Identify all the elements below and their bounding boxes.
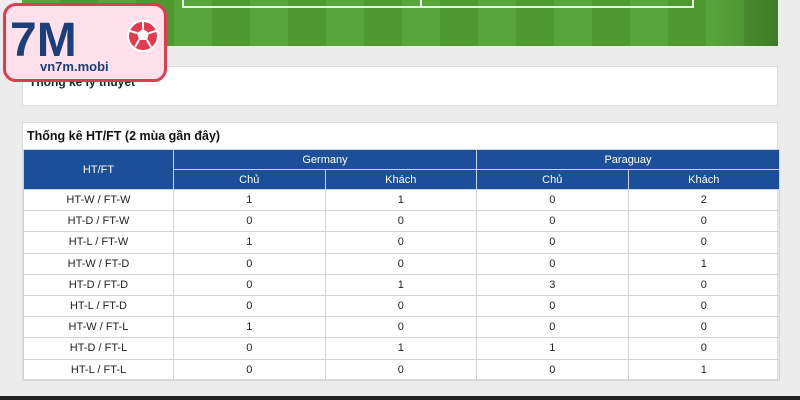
row-label: HT-L / FT-D — [23, 294, 174, 318]
table-cell: 0 — [173, 337, 326, 360]
table-cell: 0 — [173, 294, 326, 318]
header-htft: HT/FT — [23, 149, 174, 190]
table-cell: 0 — [173, 252, 326, 275]
bottom-bar — [0, 396, 800, 400]
table-cell: 0 — [476, 231, 629, 254]
site-logo[interactable]: 7M vn7m.mobi — [3, 3, 167, 82]
header-away: Khách — [627, 169, 780, 190]
header-home: Chủ — [173, 169, 326, 190]
header-home: Chủ — [476, 169, 629, 190]
table-cell: 0 — [627, 273, 780, 296]
pitch-line — [422, 0, 694, 8]
table-cell: 0 — [627, 316, 780, 339]
htft-stats-panel: Thống kê HT/FT (2 mùa gần đây) HT/FT Ger… — [22, 122, 780, 381]
table-cell: 0 — [173, 210, 326, 233]
table-cell: 1 — [627, 358, 780, 381]
pitch-shade — [708, 0, 778, 46]
table-row: HT-W / FT-D 0 0 0 1 — [23, 252, 780, 275]
row-label: HT-W / FT-D — [23, 252, 174, 275]
pitch-line — [182, 0, 422, 8]
table-cell: 1 — [324, 188, 477, 212]
logo-text-mark: 7M — [10, 14, 77, 67]
stats-title: Thống kê HT/FT (2 mùa gần đây) — [27, 129, 221, 143]
table-cell: 0 — [324, 210, 477, 233]
table-cell: 0 — [476, 294, 629, 318]
header-team1: Germany — [173, 149, 477, 170]
table-row: HT-L / FT-D 0 0 0 0 — [23, 294, 780, 318]
header-away: Khách — [324, 169, 477, 190]
row-label: HT-D / FT-W — [23, 210, 174, 233]
htft-table: HT/FT Germany Paraguay Chủ Khách Chủ Khá… — [23, 149, 780, 381]
table-row: HT-W / FT-W 1 1 0 2 — [23, 188, 780, 212]
table-cell: 0 — [627, 231, 780, 254]
table-cell: 0 — [476, 316, 629, 339]
table-row: HT-L / FT-W 1 0 0 0 — [23, 231, 780, 254]
table-cell: 3 — [476, 273, 629, 296]
row-label: HT-L / FT-L — [23, 358, 174, 381]
table-cell: 1 — [324, 273, 477, 296]
row-label: HT-D / FT-D — [23, 273, 174, 296]
header-team2: Paraguay — [476, 149, 780, 170]
table-row: HT-D / FT-D 0 1 3 0 — [23, 273, 780, 296]
row-label: HT-W / FT-L — [23, 316, 174, 339]
table-cell: 1 — [173, 188, 326, 212]
table-cell: 0 — [627, 337, 780, 360]
table-cell: 1 — [173, 316, 326, 339]
table-cell: 0 — [324, 231, 477, 254]
table-cell: 1 — [173, 231, 326, 254]
table-cell: 0 — [627, 294, 780, 318]
table-cell: 0 — [324, 294, 477, 318]
table-cell: 0 — [324, 358, 477, 381]
row-label: HT-D / FT-L — [23, 337, 174, 360]
table-cell: 0 — [627, 210, 780, 233]
table-cell: 0 — [476, 188, 629, 212]
table-cell: 0 — [324, 252, 477, 275]
table-cell: 0 — [476, 358, 629, 381]
table-cell: 1 — [476, 337, 629, 360]
table-cell: 2 — [627, 188, 780, 212]
table-cell: 1 — [324, 337, 477, 360]
table-cell: 0 — [324, 316, 477, 339]
logo-domain: vn7m.mobi — [40, 59, 109, 74]
table-cell: 0 — [476, 210, 629, 233]
table-row: HT-W / FT-L 1 0 0 0 — [23, 316, 780, 339]
table-row: HT-D / FT-L 0 1 1 0 — [23, 337, 780, 360]
table-cell: 1 — [627, 252, 780, 275]
row-label: HT-L / FT-W — [23, 231, 174, 254]
logo-mark: 7M vn7m.mobi — [10, 14, 159, 74]
table-row: HT-L / FT-L 0 0 0 1 — [23, 358, 780, 381]
table-row: HT-D / FT-W 0 0 0 0 — [23, 210, 780, 233]
soccer-ball-icon — [127, 20, 159, 52]
row-label: HT-W / FT-W — [23, 188, 174, 212]
table-cell: 0 — [173, 273, 326, 296]
table-cell: 0 — [173, 358, 326, 381]
table-cell: 0 — [476, 252, 629, 275]
